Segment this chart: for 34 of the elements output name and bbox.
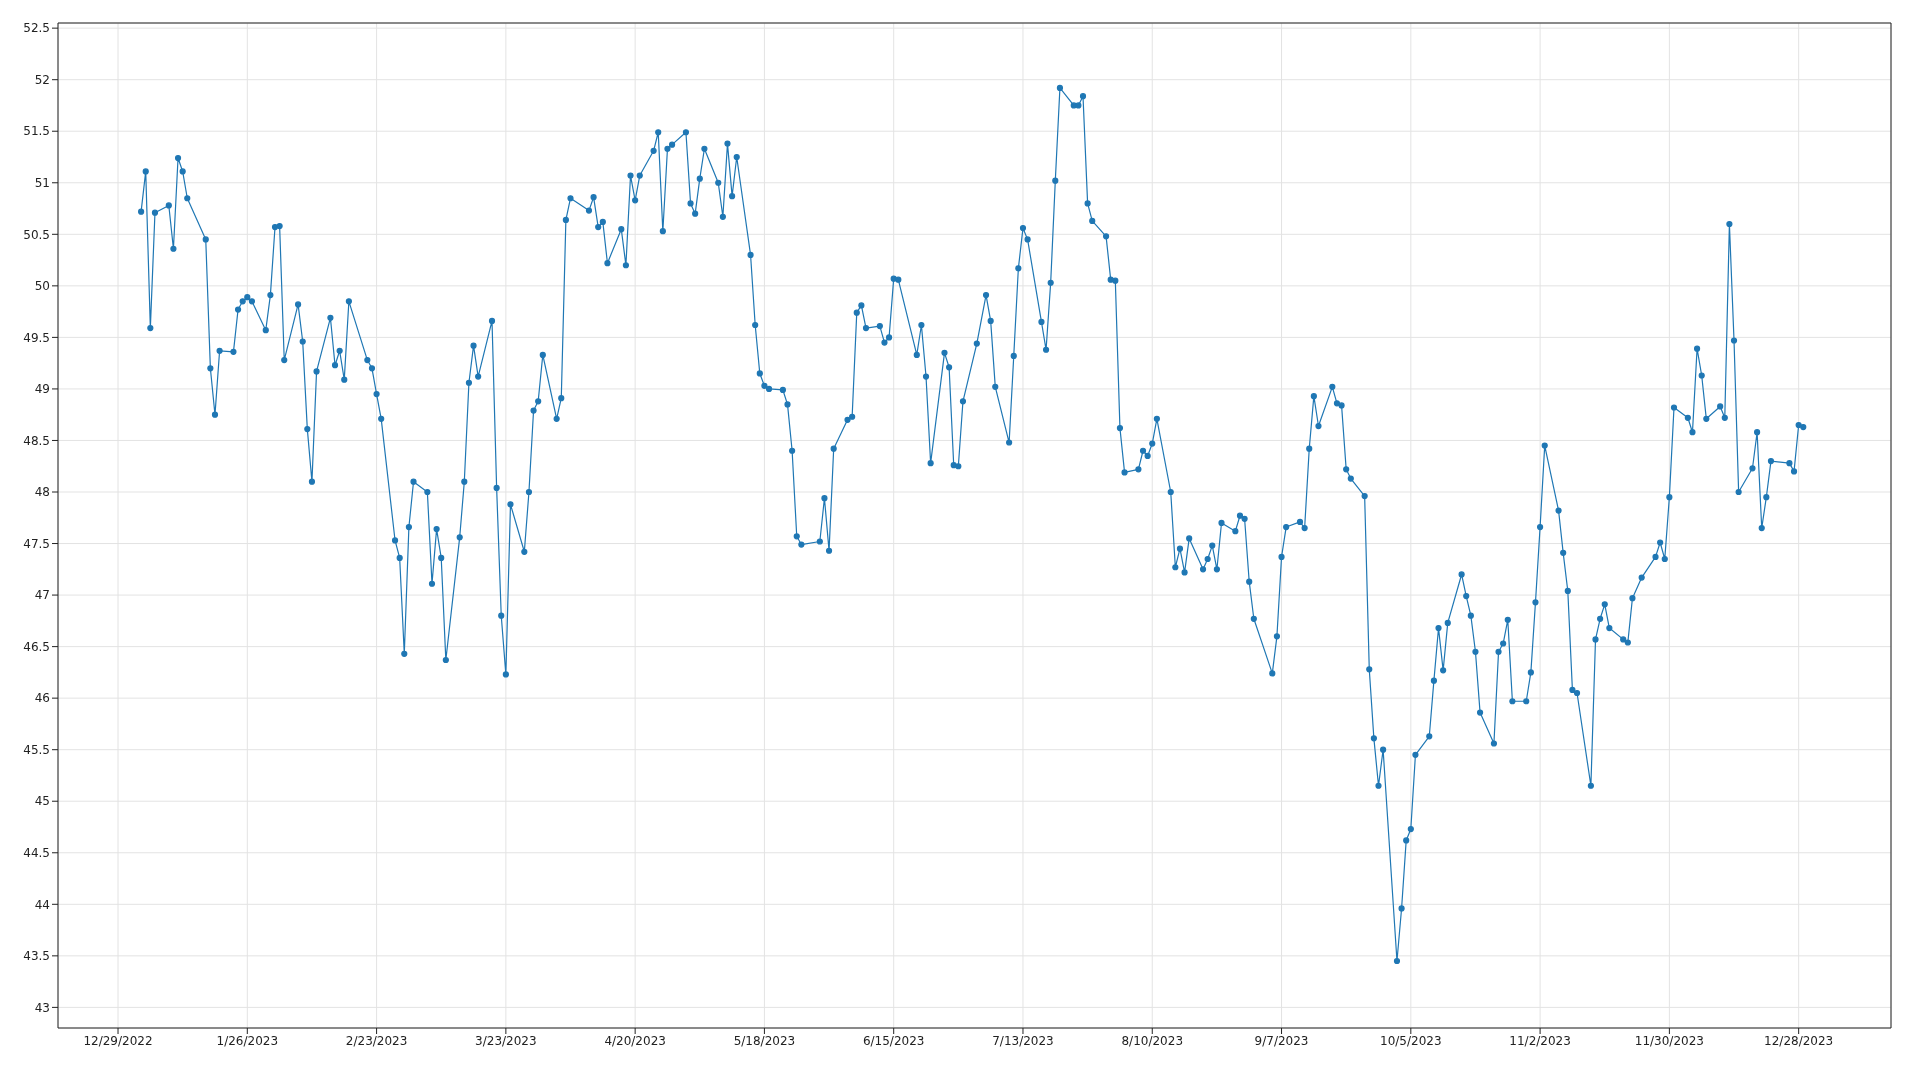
x-tick-label: 5/18/2023 (733, 1033, 796, 1048)
y-tick-label: 50.5 (23, 227, 50, 242)
x-tick-label: 12/28/2023 (1764, 1033, 1834, 1048)
y-tick-label: 50 (34, 279, 50, 294)
y-tick-label: 51.5 (23, 124, 50, 139)
y-tick-label: 52.5 (23, 21, 50, 36)
x-tick-label: 2/23/2023 (345, 1033, 408, 1048)
y-tick-label: 46 (34, 691, 50, 706)
x-tick-label: 4/20/2023 (604, 1033, 666, 1048)
x-tick-label: 10/5/2023 (1380, 1033, 1442, 1048)
y-tick-label: 48 (34, 485, 50, 500)
y-tick-label: 46.5 (23, 639, 50, 654)
y-tick-label: 49.5 (23, 330, 50, 345)
x-tick-label: 6/15/2023 (862, 1033, 925, 1048)
y-tick-label: 51 (34, 176, 50, 191)
x-tick-label: 9/7/2023 (1254, 1033, 1309, 1048)
x-tick-label: 11/30/2023 (1634, 1033, 1704, 1048)
y-tick-label: 47.5 (23, 536, 50, 551)
y-tick-label: 44.5 (23, 846, 50, 861)
x-tick-label: 11/2/2023 (1509, 1033, 1571, 1048)
y-tick-label: 52 (34, 72, 50, 87)
y-tick-label: 44 (34, 897, 50, 912)
x-tick-label: 1/26/2023 (216, 1033, 279, 1048)
y-tick-label: 49 (34, 382, 50, 397)
x-tick-label: 7/13/2023 (992, 1033, 1054, 1048)
y-tick-label: 43 (34, 1000, 50, 1015)
y-tick-label: 47 (34, 588, 50, 603)
y-tick-label: 45.5 (23, 742, 50, 757)
x-tick-label: 3/23/2023 (475, 1033, 537, 1048)
y-tick-label: 45 (34, 794, 50, 809)
x-tick-label: 12/29/2022 (83, 1033, 153, 1048)
x-tick-label: 8/10/2023 (1121, 1033, 1184, 1048)
y-tick-label: 48.5 (23, 433, 50, 448)
y-tick-label: 43.5 (23, 949, 50, 964)
